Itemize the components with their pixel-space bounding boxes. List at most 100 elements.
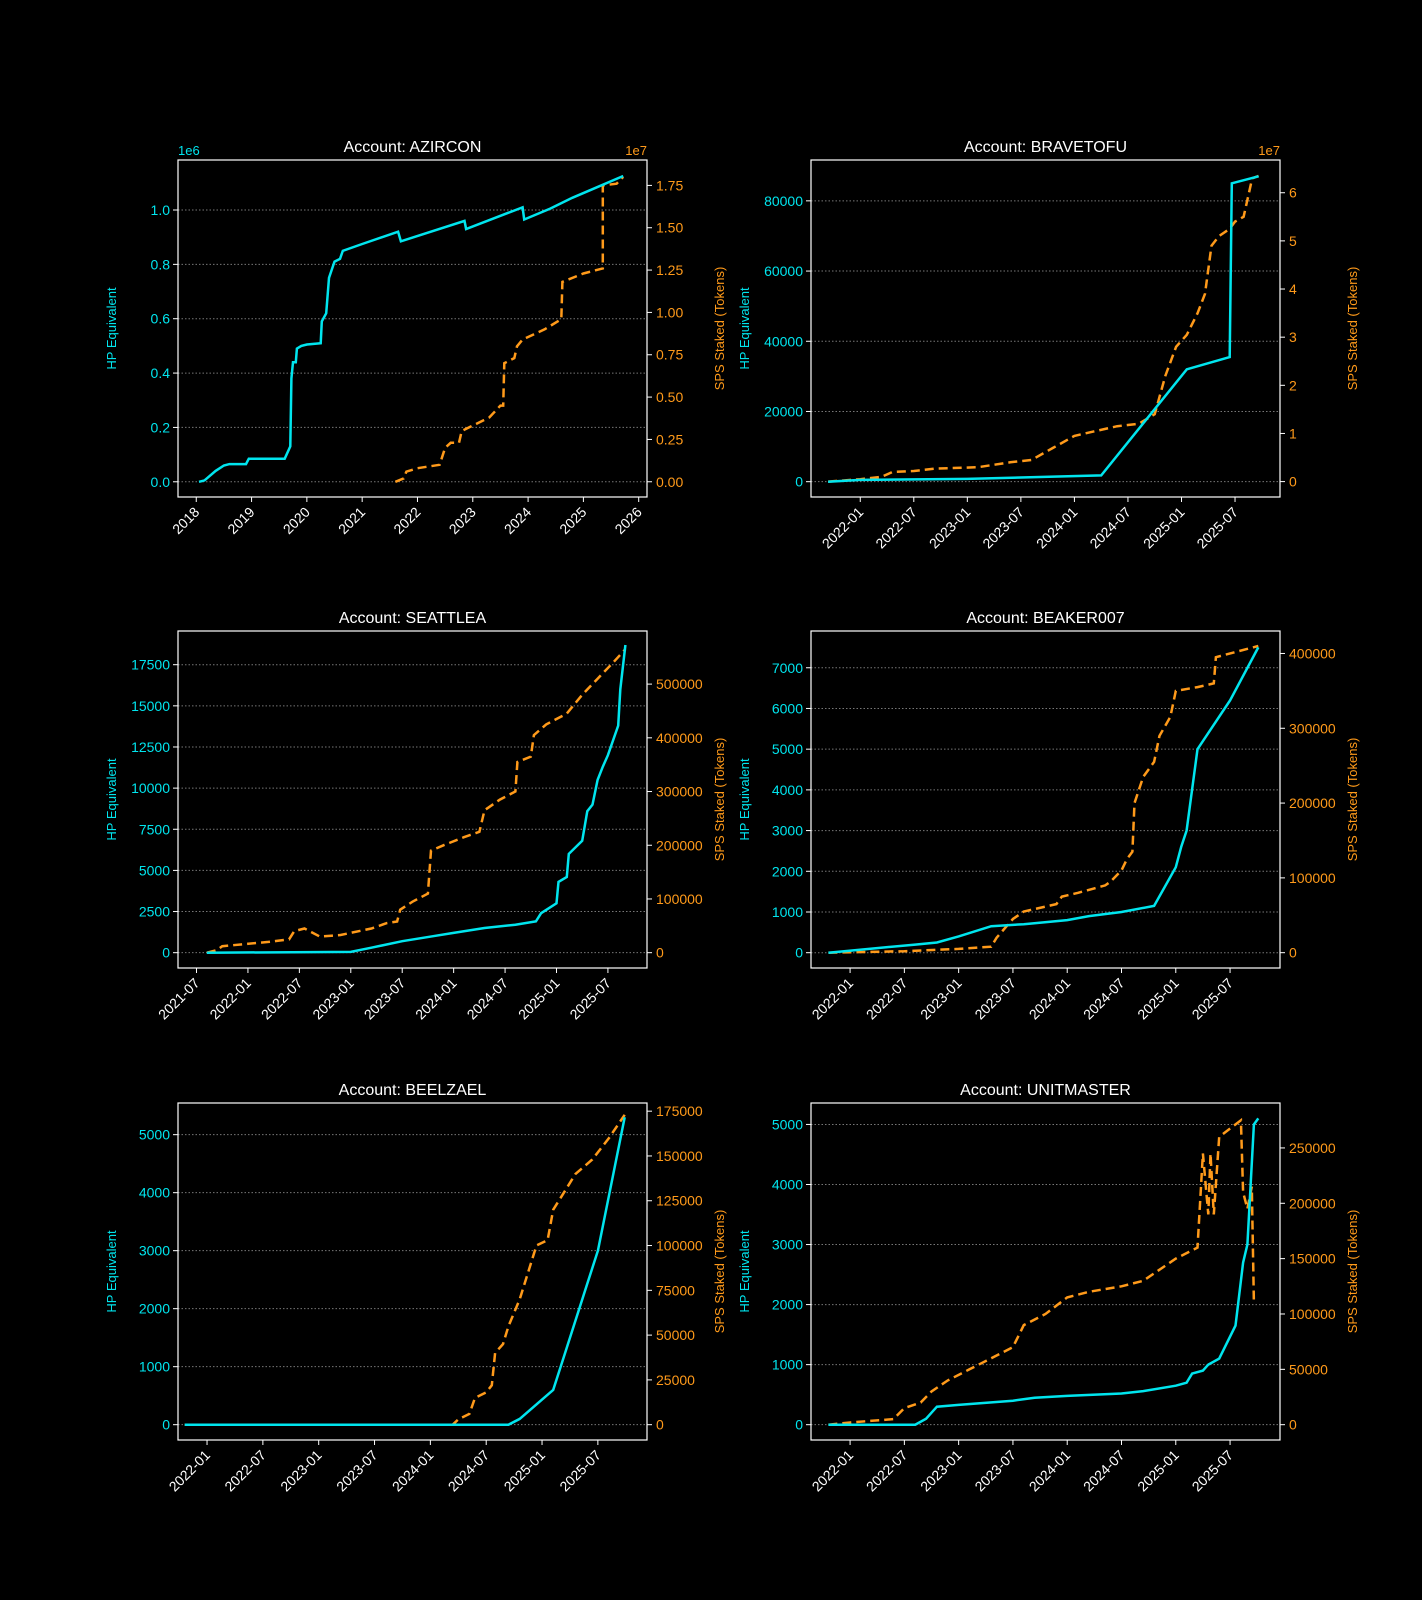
y2-tick-label: 0.00 (656, 474, 683, 490)
y-tick-label: 2000 (772, 863, 803, 879)
x-tick-label: 2025-01 (1140, 504, 1188, 552)
chart-panel: 0 1000 2000 3000 4000 5000 6000 7000 0 100000 2000… (737, 610, 1360, 1022)
y-axis-label: HP Equivalent (104, 287, 119, 370)
y-tick-label: 2000 (772, 1297, 803, 1313)
y-tick-label: 3000 (772, 823, 803, 839)
chart-panel: 0100020003000400050000500001000001500002… (737, 1082, 1360, 1494)
y2-tick-label: 200000 (1289, 1195, 1336, 1211)
y-tick-label: 0 (795, 1417, 803, 1433)
y-tick-label: 20000 (764, 403, 803, 419)
y2-tick-label: 150000 (656, 1148, 703, 1164)
x-tick-label: 2025 (556, 504, 589, 537)
y2-tick-label: 400000 (1289, 645, 1336, 661)
y2-tick-label: 150000 (1289, 1251, 1336, 1267)
x-tick-label: 2023-01 (917, 975, 965, 1023)
sps-staked-line (394, 176, 625, 483)
y2-tick-label: 50000 (656, 1327, 695, 1343)
x-tick-label: 2023-01 (926, 504, 974, 552)
x-tick-label: 2025-07 (556, 1447, 604, 1495)
y-tick-label: 1000 (139, 1359, 170, 1375)
y2-tick-label: 250000 (1289, 1140, 1336, 1156)
x-tick-label: 2024-01 (1026, 975, 1074, 1023)
y2-tick-label: 100000 (1289, 1306, 1336, 1322)
y2-tick-label: 5 (1289, 233, 1297, 249)
y-axis-label: HP Equivalent (737, 287, 752, 370)
x-tick-label: 2022-07 (863, 1447, 911, 1495)
x-tick-label: 2024-01 (389, 1447, 437, 1495)
y2-tick-label: 100000 (656, 1238, 703, 1254)
x-tick-label: 2023-07 (971, 975, 1019, 1023)
y-tick-label: 0.6 (151, 311, 171, 327)
y2-tick-label: 175000 (656, 1103, 703, 1119)
y-tick-label: 40000 (764, 333, 803, 349)
y2-tick-label: 100000 (656, 891, 703, 907)
y-tick-label: 3000 (139, 1243, 170, 1259)
x-tick-label: 2018 (169, 504, 202, 537)
y2-tick-label: 0 (1289, 945, 1297, 961)
y2-tick-label: 1.25 (656, 262, 683, 278)
hp-equivalent-line (184, 1117, 626, 1426)
y2-tick-label: 200000 (1289, 795, 1336, 811)
x-tick-label: 2025-07 (1189, 975, 1237, 1023)
y-tick-label: 10000 (131, 780, 170, 796)
y2-tick-label: 4 (1289, 281, 1297, 297)
y-tick-label: 60000 (764, 263, 803, 279)
chart-title: Account: BEAKER007 (966, 610, 1124, 627)
chart-title: Account: AZIRCON (344, 139, 482, 156)
plot-frame (177, 159, 648, 498)
y2-axis-label: SPS Staked (Tokens) (1345, 267, 1360, 391)
x-tick-label: 2022-07 (221, 1447, 269, 1495)
x-tick-label: 2020 (280, 504, 313, 537)
y-tick-label: 12500 (131, 739, 170, 755)
y-tick-label: 15000 (131, 698, 170, 714)
plot-frame (810, 159, 1281, 498)
y2-tick-label: 0 (1289, 1417, 1297, 1433)
y-tick-label: 0.2 (151, 419, 171, 435)
x-tick-label: 2025-07 (1189, 1447, 1237, 1495)
x-tick-label: 2022-01 (809, 975, 857, 1023)
plot-frame (810, 1102, 1281, 1441)
x-tick-label: 2024-07 (1080, 975, 1128, 1023)
y-tick-label: 5000 (772, 741, 803, 757)
y2-tick-label: 0 (656, 1417, 664, 1433)
y2-tick-label: 0 (656, 945, 664, 961)
y-tick-label: 0 (162, 1417, 170, 1433)
y-tick-label: 6000 (772, 700, 803, 716)
x-tick-label: 2024-07 (1086, 504, 1134, 552)
y-axis-label: HP Equivalent (737, 758, 752, 841)
y-tick-label: 7500 (139, 821, 170, 837)
chart-title: Account: SEATTLEA (339, 610, 487, 627)
y-tick-label: 4000 (772, 782, 803, 798)
x-tick-label: 2022-01 (166, 1447, 214, 1495)
sps-staked-line (184, 1114, 626, 1426)
chart-panel: 0 20000 40000 60000 80000 0 1 2 3 4 5 6 2022-01 2022-… (737, 139, 1360, 551)
y-tick-label: 5000 (139, 1127, 170, 1143)
plot-frame (177, 630, 648, 969)
y2-tick-label: 300000 (656, 784, 703, 800)
x-tick-label: 2024-01 (1026, 1447, 1074, 1495)
y2-axis-label: SPS Staked (Tokens) (712, 267, 727, 391)
x-tick-label: 2022-07 (258, 975, 306, 1023)
y-tick-label: 3000 (772, 1237, 803, 1253)
y2-offset-label: 1e7 (625, 143, 647, 158)
y-tick-label: 5000 (772, 1116, 803, 1132)
x-tick-label: 2022-01 (809, 1447, 857, 1495)
y2-tick-label: 300000 (1289, 720, 1336, 736)
x-tick-label: 2022-01 (819, 504, 867, 552)
x-tick-label: 2024 (501, 504, 534, 537)
y-tick-label: 80000 (764, 193, 803, 209)
y-tick-label: 0 (795, 474, 803, 490)
y2-tick-label: 0.75 (656, 347, 683, 363)
y2-tick-label: 125000 (656, 1193, 703, 1209)
chart-panel: 0 2500 5000 7500 10000 12500 15000 17500 0 100000… (104, 610, 727, 1022)
chart-title: Account: BEELZAEL (339, 1082, 487, 1099)
y-tick-label: 4000 (772, 1176, 803, 1192)
y2-tick-label: 0 (1289, 474, 1297, 490)
sps-staked-line (828, 174, 1260, 483)
y-tick-label: 0.8 (151, 256, 171, 272)
y2-tick-label: 500000 (656, 676, 703, 692)
y-tick-label: 2000 (139, 1301, 170, 1317)
x-tick-label: 2024-01 (412, 975, 460, 1023)
chart-panel: 0100020003000400050000250005000075000100… (104, 1082, 727, 1494)
x-tick-label: 2023-07 (971, 1447, 1019, 1495)
